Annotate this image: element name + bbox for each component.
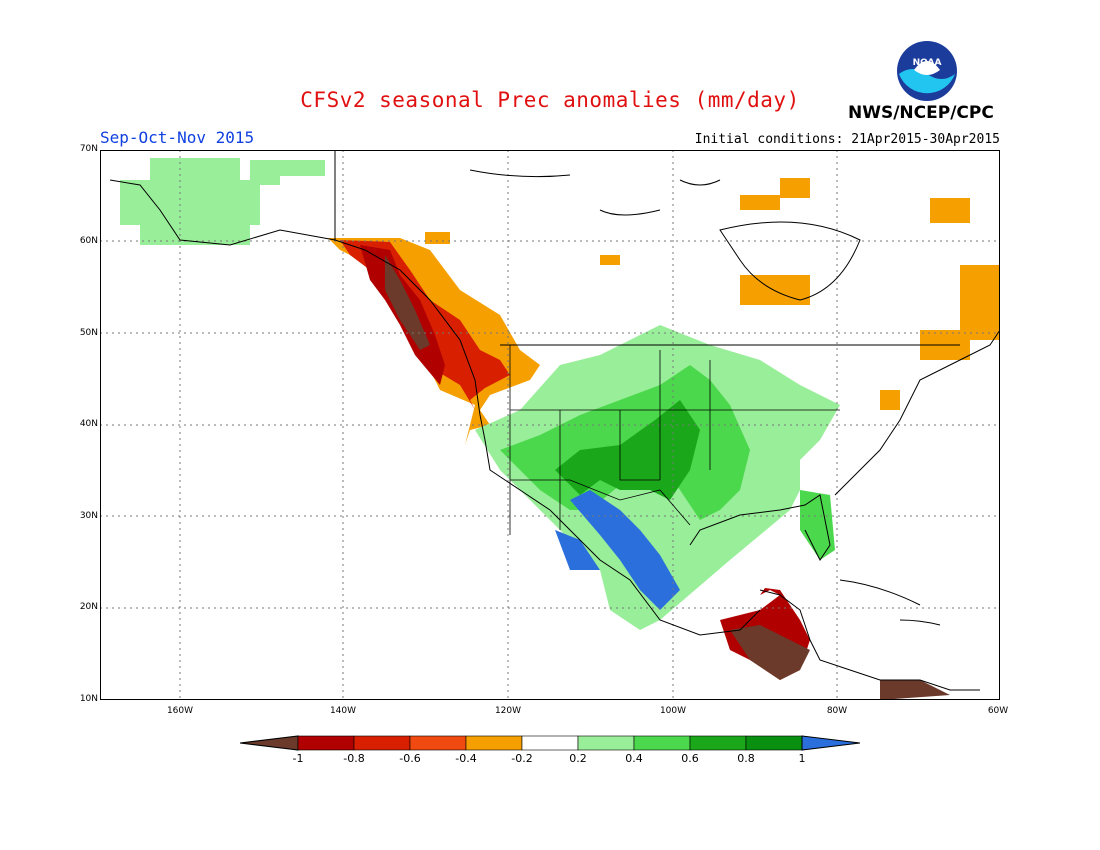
lon-label-100w: 100W <box>659 706 687 716</box>
colorbar-segment <box>577 735 635 751</box>
colorbar-segment <box>353 735 411 751</box>
colorbar-segment <box>409 735 467 751</box>
lon-label-140w: 140W <box>329 706 357 716</box>
colorbar-segment <box>689 735 747 751</box>
canada-negative-anomaly <box>740 178 1000 410</box>
colorbar-segment <box>465 735 523 751</box>
agency-label: NWS/NCEP/CPC <box>848 103 994 123</box>
colorbar-max-triangle <box>801 735 860 751</box>
colorbar-tick-label: 0.4 <box>625 752 643 765</box>
colorbar-tick-label: 1 <box>798 752 806 765</box>
coastlines <box>109 150 1000 691</box>
alaska-positive-anomaly <box>120 158 325 245</box>
lat-label-40n: 40N <box>79 419 98 429</box>
map-gridlines <box>100 150 1000 700</box>
political-borders <box>509 345 840 535</box>
lon-label-80w: 80W <box>826 706 848 716</box>
lat-label-30n: 30N <box>79 511 98 521</box>
anomaly-map <box>100 150 1000 700</box>
central-america-negative-anomaly <box>720 588 950 700</box>
colorbar-tick-label: -0.6 <box>399 752 421 765</box>
season-label: Sep-Oct-Nov 2015 <box>100 128 255 147</box>
initial-conditions-label: Initial conditions: 21Apr2015-30Apr2015 <box>694 132 1000 147</box>
colorbar-segment <box>521 735 579 751</box>
colorbar-segment <box>745 735 803 751</box>
lon-label-160w: 160W <box>166 706 194 716</box>
colorbar-segment <box>633 735 691 751</box>
pacific-northwest-negative-anomaly <box>328 232 620 445</box>
us-positive-anomaly <box>475 325 840 630</box>
map-title: CFSv2 seasonal Prec anomalies (mm/day) <box>300 88 800 112</box>
lat-label-20n: 20N <box>79 602 98 612</box>
colorbar-segment <box>297 735 355 751</box>
lon-label-60w: 60W <box>987 706 1009 716</box>
lat-label-60n: 60N <box>79 236 98 246</box>
noaa-logo-text: NOAA <box>913 58 942 68</box>
colorbar-tick-label: 0.8 <box>737 752 755 765</box>
colorbar-tick-label: -0.8 <box>343 752 365 765</box>
lat-label-70n: 70N <box>79 144 98 154</box>
lat-label-50n: 50N <box>79 328 98 338</box>
colorbar-tick-label: 0.2 <box>569 752 587 765</box>
colorbar-min-triangle <box>240 735 299 751</box>
colorbar-tick-label: 0.6 <box>681 752 699 765</box>
noaa-logo: NOAA <box>897 41 957 101</box>
colorbar <box>240 735 860 751</box>
colorbar-tick-label: -0.2 <box>511 752 533 765</box>
lon-label-120w: 120W <box>494 706 522 716</box>
lat-label-10n: 10N <box>79 694 98 704</box>
colorbar-tick-label: -0.4 <box>455 752 477 765</box>
colorbar-tick-label: -1 <box>292 752 304 765</box>
